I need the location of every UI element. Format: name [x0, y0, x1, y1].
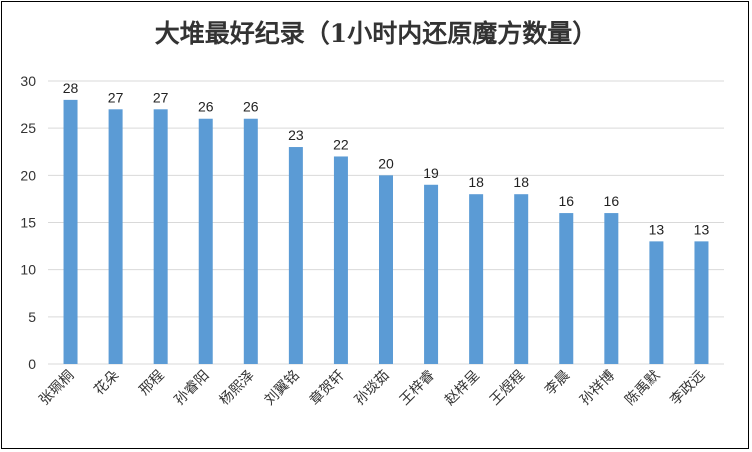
data-label: 27	[153, 89, 169, 105]
x-tick-label: 孙琰茹	[351, 367, 393, 409]
x-tick-label: 李政远	[667, 368, 708, 409]
x-tick-label: 王梓睿	[397, 368, 438, 409]
x-tick-label: 章贺轩	[306, 367, 348, 409]
data-label: 23	[288, 127, 304, 143]
bars	[63, 99, 709, 364]
bar	[469, 194, 484, 364]
data-label: 28	[63, 80, 79, 96]
y-tick-label: 30	[20, 73, 36, 89]
bar	[333, 156, 348, 364]
x-tick-label: 李晨	[542, 368, 573, 399]
data-label: 26	[198, 99, 214, 115]
x-tick-label: 孙祥博	[576, 367, 618, 409]
data-label: 18	[513, 174, 529, 190]
data-label: 16	[604, 193, 620, 209]
bar	[559, 213, 574, 364]
data-label: 13	[694, 221, 710, 237]
x-tick-label: 刘翼铭	[262, 368, 303, 409]
bar	[649, 241, 664, 364]
y-tick-label: 20	[20, 167, 36, 183]
bar	[108, 109, 123, 364]
bar	[379, 175, 393, 364]
data-label: 13	[649, 221, 665, 237]
y-axis-ticks: 0 5 10 15 20 25 30	[20, 73, 36, 372]
bar	[243, 118, 258, 364]
y-tick-label: 25	[20, 120, 36, 136]
data-label: 20	[378, 155, 394, 171]
x-tick-label: 王煜程	[487, 368, 528, 409]
data-label: 26	[243, 99, 259, 115]
data-label: 19	[423, 165, 439, 181]
x-tick-label: 赵梓呈	[442, 368, 483, 409]
x-tick-label: 张珮桐	[36, 368, 77, 409]
x-axis-labels: 张珮桐 花朵 邢程 孙睿阳 杨熙泽 刘翼铭 章贺轩 孙琰茹 王梓睿 赵梓呈 王煜程 李晨 孙祥博 陈禹默李…	[36, 367, 708, 409]
y-tick-label: 0	[28, 356, 36, 372]
bar	[694, 241, 709, 364]
y-tick-label: 15	[20, 215, 36, 231]
bar	[198, 118, 213, 364]
bar	[288, 147, 303, 364]
y-tick-label: 10	[20, 262, 36, 278]
data-label: 16	[558, 193, 574, 209]
data-label: 27	[108, 89, 124, 105]
bar	[153, 109, 168, 364]
bar	[514, 194, 529, 364]
data-labels: 28 27 27 26 26 23 22 20 19 18 18 16 16 13 13	[63, 80, 710, 238]
data-label: 18	[468, 174, 484, 190]
bar	[63, 99, 78, 364]
x-tick-label: 花朵	[91, 368, 122, 399]
x-tick-label: 陈禹默	[622, 367, 664, 409]
data-label: 22	[333, 136, 349, 152]
x-tick-label: 孙睿阳	[172, 368, 213, 409]
y-tick-label: 5	[28, 309, 36, 325]
x-tick-label: 邢程	[136, 368, 167, 399]
bar	[604, 213, 619, 364]
chart-title: 大堆最好纪录（1小时内还原魔方数量）	[154, 19, 598, 48]
bar	[424, 184, 439, 364]
x-tick-label: 杨熙泽	[217, 368, 258, 409]
